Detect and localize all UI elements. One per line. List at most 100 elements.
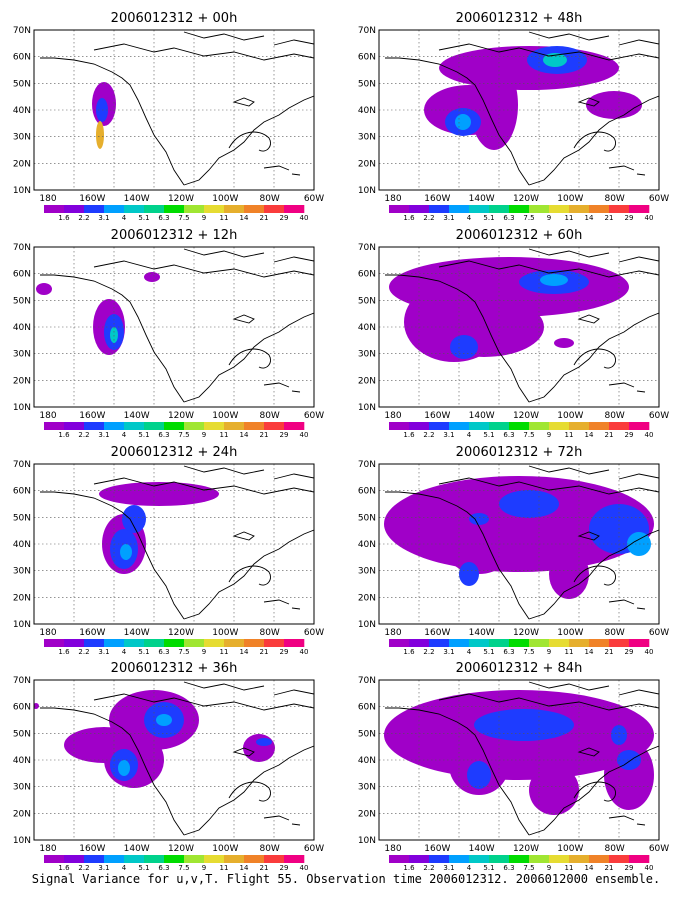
lon-tick-label: 180 xyxy=(39,844,56,854)
shaded-region xyxy=(156,714,172,726)
colorbar-label: 40 xyxy=(645,214,654,222)
colorbar-swatch xyxy=(104,205,125,213)
colorbar-label: 21 xyxy=(605,214,614,222)
colorbar-swatch xyxy=(44,639,65,647)
colorbar-label: 40 xyxy=(645,864,654,872)
colorbar-swatch xyxy=(489,855,510,863)
coastline xyxy=(263,165,301,176)
colorbar-label: 2.2 xyxy=(423,431,434,439)
lat-tick-label: 10N xyxy=(13,620,31,630)
coastline xyxy=(608,382,646,393)
coastline xyxy=(438,465,659,495)
colorbar-swatch xyxy=(44,205,65,213)
colorbar-swatch xyxy=(64,639,85,647)
colorbar-label: 2.2 xyxy=(423,648,434,656)
colorbar-swatch xyxy=(509,422,530,430)
colorbar-swatch xyxy=(164,855,185,863)
colorbar-label: 14 xyxy=(240,648,249,656)
plot-area xyxy=(34,247,314,407)
lat-tick-label: 50N xyxy=(13,513,31,523)
coastline xyxy=(438,248,659,278)
colorbar-label: 1.6 xyxy=(403,214,415,222)
lat-tick-label: 30N xyxy=(13,567,31,577)
panel-title: 2006012312 + 48h xyxy=(456,11,583,26)
lat-tick-label: 70N xyxy=(13,26,31,36)
lat-tick-label: 70N xyxy=(358,676,376,686)
colorbar-swatch xyxy=(429,205,450,213)
colorbar-swatch xyxy=(449,422,470,430)
lat-tick-label: 40N xyxy=(13,106,31,116)
lon-tick-label: 140W xyxy=(469,844,495,854)
colorbar-swatch xyxy=(609,639,630,647)
lon-tick-label: 160W xyxy=(79,411,105,421)
colorbar-label: 29 xyxy=(280,214,289,222)
colorbar-swatch xyxy=(449,639,470,647)
colorbar-label: 7.5 xyxy=(523,648,534,656)
lon-tick-label: 80W xyxy=(259,194,279,204)
colorbar-label: 21 xyxy=(260,431,269,439)
colorbar-swatch xyxy=(124,422,145,430)
lat-tick-label: 30N xyxy=(358,133,376,143)
lat-tick-label: 50N xyxy=(13,296,31,306)
plot-area xyxy=(34,464,314,624)
lat-tick-label: 50N xyxy=(13,79,31,89)
colorbar-swatch xyxy=(284,205,305,213)
lon-tick-label: 100W xyxy=(557,844,583,854)
shaded-region xyxy=(122,505,146,533)
colorbar-swatch xyxy=(184,205,205,213)
colorbar-swatch xyxy=(589,205,610,213)
colorbar-swatch xyxy=(264,639,285,647)
shaded-region xyxy=(256,738,272,746)
colorbar-label: 2.2 xyxy=(78,431,89,439)
lat-tick-label: 60N xyxy=(358,270,376,280)
lon-tick-label: 160W xyxy=(79,194,105,204)
colorbar-swatch xyxy=(264,205,285,213)
coastline xyxy=(232,747,255,757)
lon-tick-label: 100W xyxy=(212,194,238,204)
colorbar-label: 9 xyxy=(202,648,206,656)
plot-area xyxy=(379,464,659,624)
colorbar-label: 11 xyxy=(565,648,574,656)
shaded-region xyxy=(459,562,479,586)
colorbar-swatch xyxy=(284,639,305,647)
colorbar-label: 29 xyxy=(625,648,634,656)
lon-tick-label: 180 xyxy=(39,411,56,421)
lon-tick-label: 180 xyxy=(384,194,401,204)
lat-tick-label: 40N xyxy=(13,756,31,766)
coastline xyxy=(577,314,600,324)
lat-tick-label: 10N xyxy=(358,836,376,846)
colorbar-label: 1.6 xyxy=(58,214,70,222)
coastline xyxy=(263,815,301,826)
lon-tick-label: 140W xyxy=(124,411,150,421)
colorbar-swatch xyxy=(589,422,610,430)
lon-tick-label: 100W xyxy=(212,844,238,854)
lat-tick-label: 20N xyxy=(358,159,376,169)
coastline xyxy=(232,97,255,107)
colorbar-label: 2.2 xyxy=(78,214,89,222)
colorbar-label: 9 xyxy=(547,214,551,222)
colorbar-label: 3.1 xyxy=(443,431,454,439)
colorbar-swatch xyxy=(244,422,265,430)
colorbar-swatch xyxy=(184,855,205,863)
colorbar-label: 29 xyxy=(625,431,634,439)
colorbar-label: 2.2 xyxy=(423,214,434,222)
lon-tick-label: 180 xyxy=(384,844,401,854)
colorbar-label: 9 xyxy=(547,431,551,439)
colorbar-label: 14 xyxy=(240,864,249,872)
lon-tick-label: 160W xyxy=(79,844,105,854)
lon-tick-label: 80W xyxy=(259,411,279,421)
map-frame xyxy=(378,246,660,408)
lon-tick-label: 80W xyxy=(604,844,624,854)
panel-title: 2006012312 + 24h xyxy=(111,445,238,460)
lon-tick-label: 140W xyxy=(124,628,150,638)
colorbar-swatch xyxy=(144,205,165,213)
coastline xyxy=(40,707,314,836)
colorbar-swatch xyxy=(104,855,125,863)
colorbar-swatch xyxy=(64,422,85,430)
map-panel: 2006012312 + 36h 10N 20N 30N 40N 50N 60N 70N 180… xyxy=(13,661,324,872)
lat-tick-label: 40N xyxy=(13,540,31,550)
map-frame xyxy=(33,463,315,625)
colorbar-swatch xyxy=(104,422,125,430)
colorbar-label: 40 xyxy=(300,431,309,439)
plot-area xyxy=(379,30,659,190)
